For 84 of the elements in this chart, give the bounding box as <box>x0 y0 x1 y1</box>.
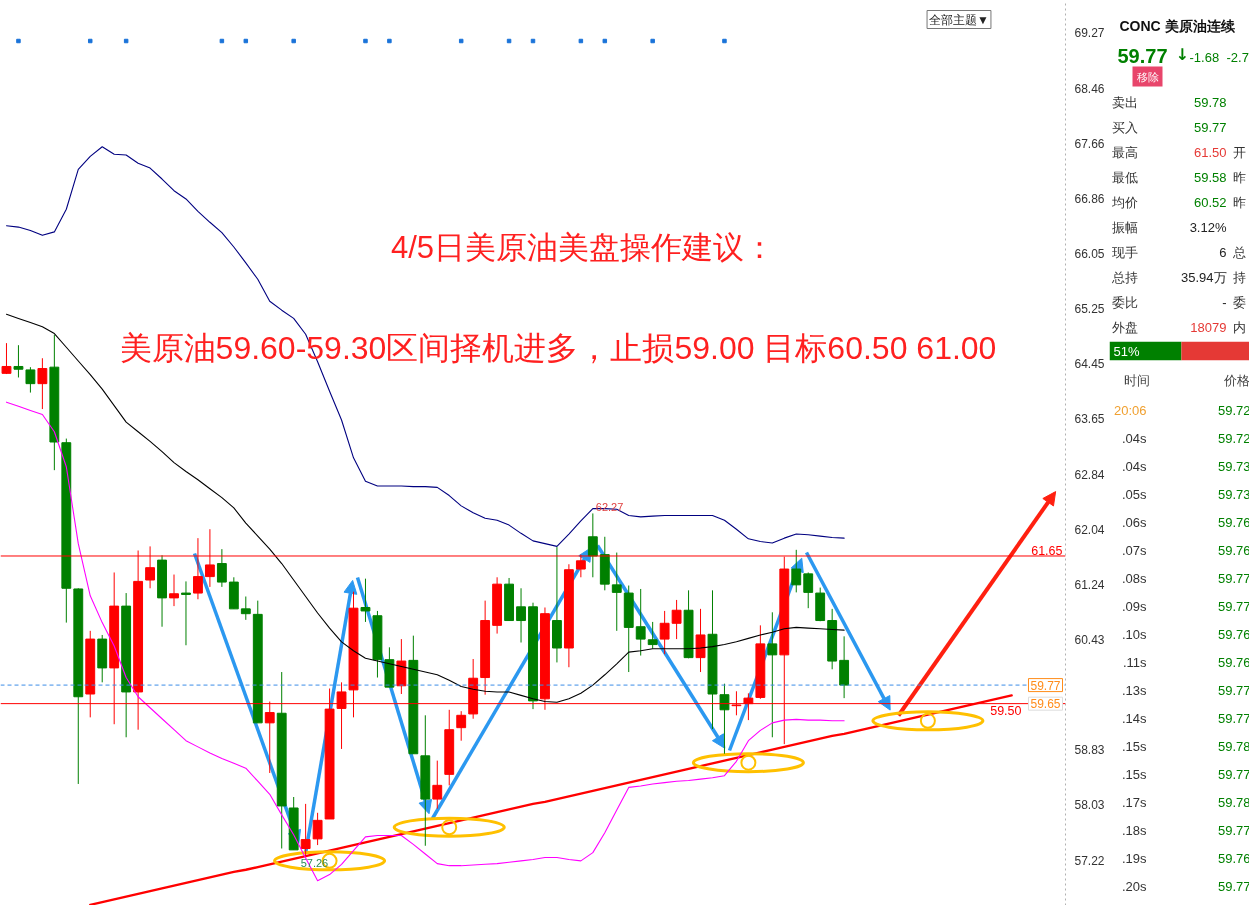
text: .04s <box>1121 459 1147 474</box>
text: 时间 <box>1123 373 1150 388</box>
annotation: 全部主题▼ <box>929 12 989 27</box>
text: 59.77 <box>1217 599 1249 614</box>
text: 59.77 <box>1217 823 1249 838</box>
y-tick-label: 69.27 <box>1074 26 1105 41</box>
text: 持 <box>1232 270 1246 285</box>
text: 35.94万 <box>1180 270 1227 285</box>
text: 59.78 <box>1193 95 1227 110</box>
text: 18079 <box>1190 320 1227 335</box>
text: -1.68 <box>1189 50 1220 65</box>
y-tick-label: 62.84 <box>1074 467 1105 482</box>
ref-line-label: 59.77 <box>1030 678 1061 693</box>
text: 最高 <box>1111 145 1138 160</box>
text: .19s <box>1121 851 1147 866</box>
text: .05s <box>1121 487 1147 502</box>
text: .08s <box>1121 571 1147 586</box>
text: 总持 <box>1110 270 1138 285</box>
text: 6 <box>1219 245 1227 260</box>
text: .13s <box>1121 683 1147 698</box>
text: .10s <box>1121 627 1147 642</box>
text: 59.58 <box>1193 170 1227 185</box>
y-tick-label: 68.46 <box>1074 81 1105 96</box>
text: 59.72 <box>1217 403 1249 418</box>
text: 现手 <box>1111 245 1138 260</box>
text: .09s <box>1121 599 1147 614</box>
text: 买入 <box>1111 120 1138 135</box>
text: -2.7 <box>1226 50 1249 65</box>
text: 均价 <box>1110 195 1138 210</box>
y-tick-label: 64.45 <box>1074 357 1105 372</box>
annotation: 4/5日美原油美盘操作建议： <box>391 230 776 266</box>
text: 59.77 <box>1217 767 1249 782</box>
text: .20s <box>1121 879 1147 894</box>
text: 昨 <box>1232 170 1246 185</box>
text: 59.77 <box>1117 44 1168 67</box>
text: 59.77 <box>1217 711 1249 726</box>
text: 59.77 <box>1217 879 1249 894</box>
y-tick-label: 58.03 <box>1074 798 1105 813</box>
y-tick-label: 62.04 <box>1074 522 1105 537</box>
y-tick-label: 58.83 <box>1074 743 1105 758</box>
text: .17s <box>1121 795 1147 810</box>
text: .15s <box>1121 739 1147 754</box>
text: 总 <box>1231 245 1246 260</box>
annotation: 59.65 <box>1030 697 1061 712</box>
text: 振幅 <box>1111 220 1138 235</box>
text: 外盘 <box>1111 320 1138 335</box>
text: .11s <box>1122 655 1147 670</box>
text: - <box>1222 295 1227 310</box>
text: 委比 <box>1111 295 1138 310</box>
y-tick-label: 65.25 <box>1074 302 1105 317</box>
text: 59.72 <box>1217 431 1249 446</box>
text: 20:06 <box>1113 403 1147 418</box>
text: 开 <box>1232 145 1246 160</box>
text: 卖出 <box>1111 95 1138 110</box>
text: 60.52 <box>1193 195 1227 210</box>
text: 59.77 <box>1217 571 1249 586</box>
text: .04s <box>1121 431 1147 446</box>
text: 昨 <box>1232 195 1246 210</box>
text: .15s <box>1121 767 1147 782</box>
y-tick-label: 66.86 <box>1074 191 1105 206</box>
ref-line-label: 61.65 <box>1031 544 1063 558</box>
text: 移除 <box>1136 70 1159 83</box>
text: 价格 <box>1222 373 1249 388</box>
text: 最低 <box>1111 170 1138 185</box>
text: 委 <box>1232 295 1246 310</box>
y-tick-label: 67.66 <box>1074 136 1105 151</box>
ref-line-label: 59.50 <box>990 703 1022 718</box>
text: 内 <box>1232 320 1246 335</box>
y-tick-label: 63.65 <box>1074 412 1105 427</box>
text: .07s <box>1121 543 1147 558</box>
text: 59.77 <box>1193 120 1227 135</box>
text: .14s <box>1121 711 1147 726</box>
y-tick-label: 60.43 <box>1074 633 1105 648</box>
text: CONC 美原油连续 <box>1119 17 1236 34</box>
text: .18s <box>1121 823 1147 838</box>
text: 3.12% <box>1189 220 1227 235</box>
text: 59.77 <box>1217 683 1249 698</box>
data-label: 51% <box>1113 343 1140 359</box>
y-tick-label: 61.24 <box>1074 577 1105 592</box>
text: ↓ <box>1175 45 1189 64</box>
y-tick-label: 66.05 <box>1074 247 1105 262</box>
text: .06s <box>1121 515 1147 530</box>
y-tick-label: 57.22 <box>1074 853 1105 868</box>
text: 61.50 <box>1193 145 1227 160</box>
